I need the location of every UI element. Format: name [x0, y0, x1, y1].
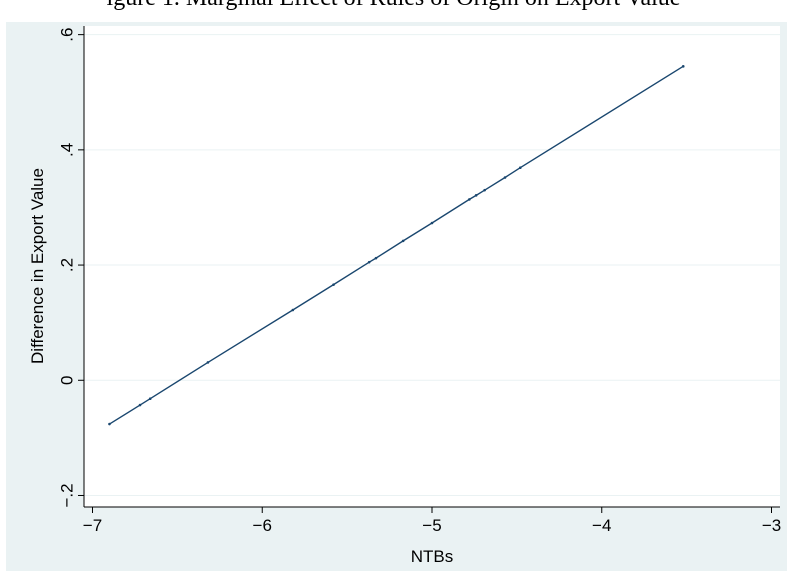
y-axis-title: Difference in Export Value — [28, 168, 47, 364]
data-point — [206, 361, 210, 364]
figure-caption: igure 1. Marginal Effect of Rules of Ori… — [0, 0, 787, 12]
x-tick-label: −7 — [83, 516, 102, 535]
y-tick-label: 0 — [57, 376, 76, 385]
data-point — [148, 397, 152, 401]
chart-frame: −7 −6 −5 −4 −3 −.2 0 .2 .4 .6 NTBs Difference in… — [6, 22, 787, 571]
series-layer — [108, 65, 685, 426]
gridlines — [84, 34, 780, 496]
data-point — [681, 65, 685, 68]
y-tick-label: .4 — [57, 143, 76, 157]
data-point — [138, 403, 142, 407]
data-point — [518, 166, 522, 170]
y-tick-label: .6 — [57, 28, 76, 42]
y-tick-label: .2 — [57, 258, 76, 272]
plot-area — [84, 26, 780, 507]
data-point — [474, 194, 478, 197]
data-point — [430, 221, 434, 225]
data-point — [332, 283, 335, 286]
data-point — [468, 198, 471, 201]
figure-caption-clip: igure 1. Marginal Effect of Rules of Ori… — [0, 0, 787, 22]
data-point — [108, 422, 111, 426]
x-tick-label: −4 — [592, 516, 611, 535]
data-point — [483, 188, 486, 192]
x-tick-label: −6 — [253, 516, 272, 535]
series-line — [109, 65, 684, 425]
x-ticks: −7 −6 −5 −4 −3 — [83, 507, 781, 535]
data-point — [401, 239, 405, 243]
y-ticks: −.2 0 .2 .4 .6 — [57, 28, 84, 508]
x-tick-label: −5 — [422, 516, 441, 535]
data-point — [291, 308, 295, 312]
x-tick-label: −3 — [762, 516, 781, 535]
x-axis-title: NTBs — [411, 547, 454, 566]
data-point — [374, 256, 378, 260]
chart: −7 −6 −5 −4 −3 −.2 0 .2 .4 .6 NTBs Difference in… — [28, 26, 781, 566]
y-tick-label: −.2 — [57, 483, 76, 507]
data-point — [503, 176, 507, 179]
data-point — [367, 260, 371, 264]
